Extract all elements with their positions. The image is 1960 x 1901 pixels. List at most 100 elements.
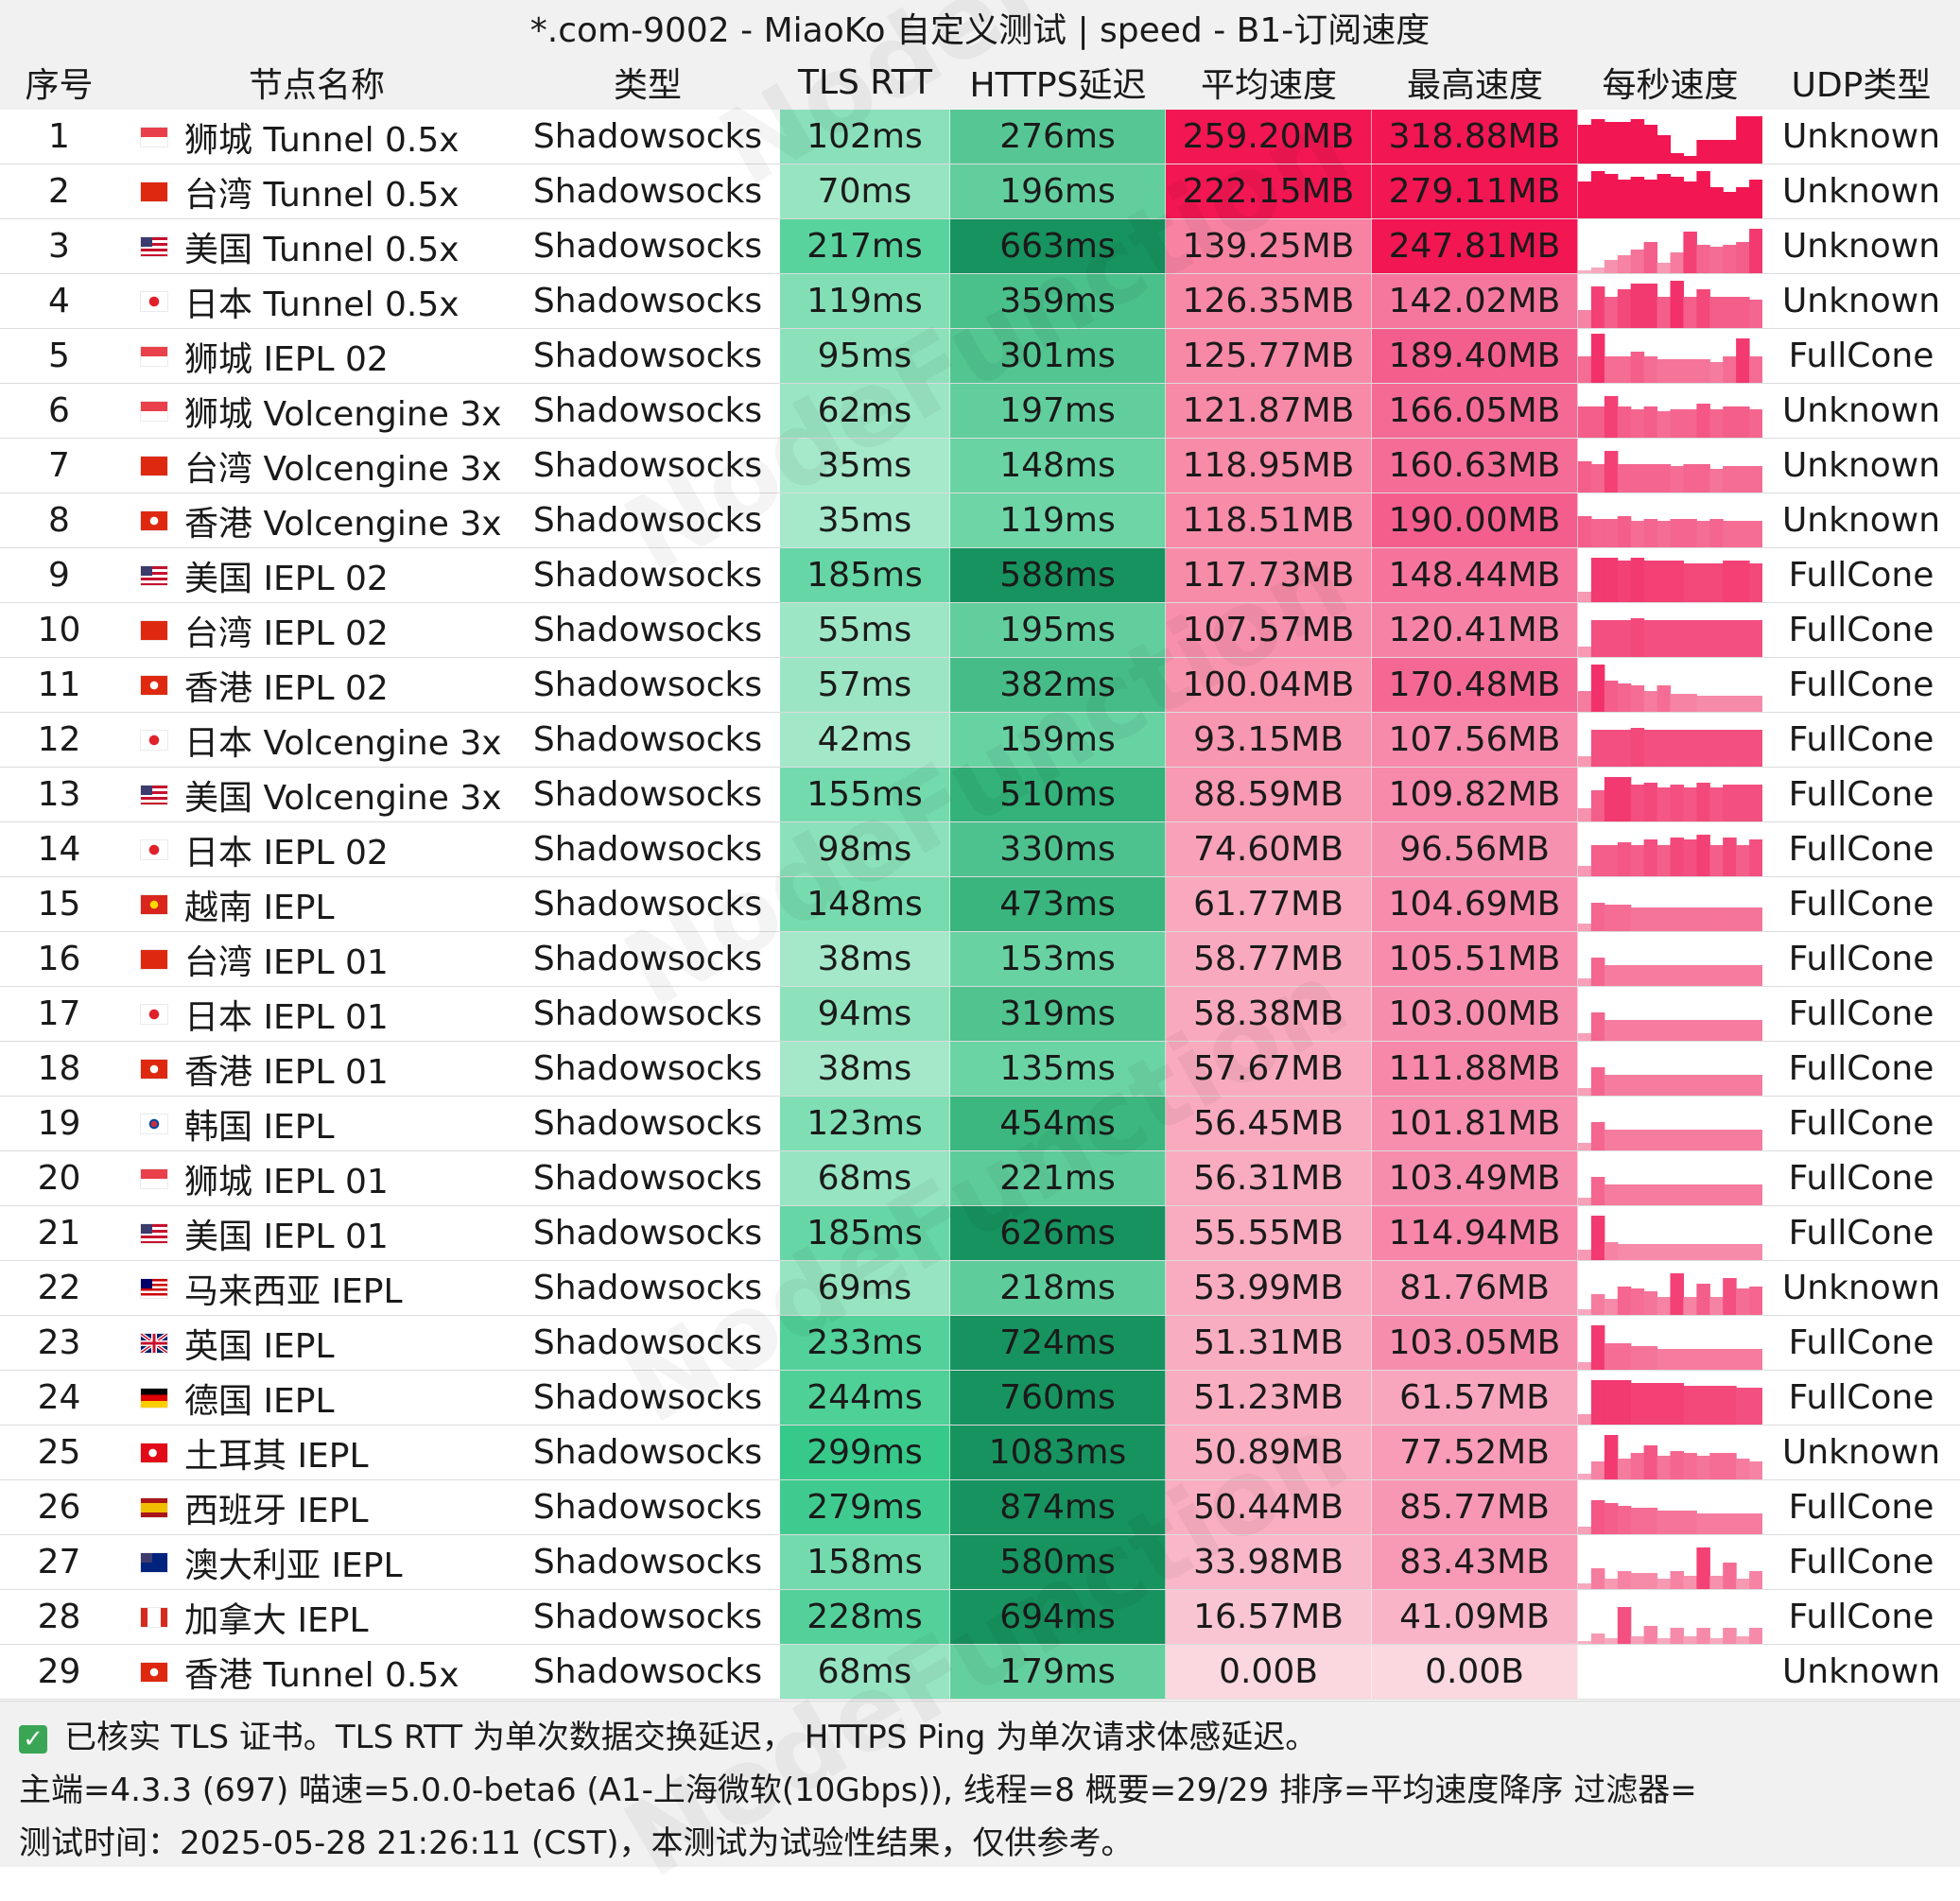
table-row: 13 美国 Volcengine 3x Shadowsocks 155ms 510ms 8… xyxy=(0,768,1960,822)
tls-rtt-value: 185ms xyxy=(780,1206,950,1260)
node-type: Shadowsocks xyxy=(532,665,763,704)
sparkline-bar xyxy=(1749,229,1762,273)
sparkline-bar xyxy=(1578,756,1592,767)
sparkline-bar xyxy=(1578,1198,1592,1205)
node-name: 台湾 IEPL 01 xyxy=(184,942,389,982)
per-second-speed-sparkline xyxy=(1578,1325,1762,1370)
udp-type-value: FullCone xyxy=(1788,665,1934,704)
max-speed-value: 77.52MB xyxy=(1372,1426,1578,1479)
node-type: Shadowsocks xyxy=(532,1598,763,1636)
udp-type-value: Unknown xyxy=(1781,1269,1941,1307)
my-flag-icon xyxy=(141,1278,167,1298)
sparkline-bar xyxy=(1723,1628,1737,1644)
tls-rtt-value: 35ms xyxy=(780,493,950,547)
avg-speed-value: 61.77MB xyxy=(1166,877,1372,931)
sparkline-bar xyxy=(1723,838,1737,876)
avg-speed-value: 58.77MB xyxy=(1166,932,1372,986)
udp-type-value: FullCone xyxy=(1788,1159,1934,1198)
udp-type-value: Unknown xyxy=(1781,172,1941,211)
sparkline-bar xyxy=(1578,866,1592,876)
table-row: 16 台湾 IEPL 01 Shadowsocks 38ms 153ms 58.77MB 1… xyxy=(0,932,1960,987)
https-latency-value: 473ms xyxy=(950,877,1166,931)
sparkline-bar xyxy=(1696,1130,1710,1150)
sparkline-bar xyxy=(1709,362,1724,383)
sparkline-bar xyxy=(1590,1633,1605,1644)
udp-type-value: FullCone xyxy=(1788,1214,1934,1253)
row-index: 28 xyxy=(37,1598,81,1636)
sparkline-bar xyxy=(1630,558,1645,602)
sparkline-bar xyxy=(1656,1244,1672,1260)
sparkline-bar xyxy=(1683,620,1697,657)
sparkline-bar xyxy=(1683,730,1697,767)
kr-flag-icon xyxy=(141,1114,167,1133)
row-index: 19 xyxy=(37,1104,81,1143)
tls-rtt-value: 35ms xyxy=(780,439,950,493)
sparkline-bar xyxy=(1630,352,1645,383)
sparkline-bar xyxy=(1643,691,1658,712)
per-second-speed-sparkline xyxy=(1578,171,1762,218)
sparkline-bar xyxy=(1578,1033,1592,1041)
sparkline-bar xyxy=(1604,777,1619,821)
table-row: 8 香港 Volcengine 3x Shadowsocks 35ms 119ms 118… xyxy=(0,493,1960,548)
node-name-cell: 英国 IEPL xyxy=(118,1316,515,1370)
tr-flag-icon xyxy=(141,1443,167,1462)
sparkline-bar xyxy=(1670,1451,1684,1479)
sparkline-bar xyxy=(1683,1075,1697,1096)
avg-speed-value: 117.73MB xyxy=(1166,548,1372,602)
max-speed-value: 85.77MB xyxy=(1372,1480,1578,1534)
sparkline-bar xyxy=(1656,730,1672,767)
sparkline-bar xyxy=(1617,1020,1632,1041)
sparkline-bar xyxy=(1643,1383,1658,1425)
sparkline-bar xyxy=(1709,519,1724,547)
node-type: Shadowsocks xyxy=(532,885,763,924)
https-latency-value: 218ms xyxy=(950,1261,1166,1315)
sparkline-bar xyxy=(1604,1503,1619,1534)
sparkline-bar xyxy=(1630,785,1645,821)
tls-rtt-value: 55ms xyxy=(780,603,950,657)
sparkline-bar xyxy=(1643,1346,1658,1370)
per-second-speed-sparkline xyxy=(1578,1645,1762,1699)
sparkline-bar xyxy=(1683,907,1697,931)
table-row: 25 土耳其 IEPL Shadowsocks 299ms 1083ms 50.89MB 7… xyxy=(0,1426,1960,1480)
table-row: 26 西班牙 IEPL Shadowsocks 279ms 874ms 50.44MB 85… xyxy=(0,1480,1960,1535)
udp-type-value: FullCone xyxy=(1788,337,1934,375)
https-latency-value: 580ms xyxy=(950,1535,1166,1589)
sparkline-bar xyxy=(1709,1349,1724,1370)
sparkline-bar xyxy=(1749,1130,1762,1150)
sparkline-bar xyxy=(1578,1583,1592,1589)
sparkline-bar xyxy=(1723,1386,1737,1425)
row-index: 21 xyxy=(37,1214,81,1253)
sparkline-bar xyxy=(1683,1297,1697,1315)
sparkline-bar xyxy=(1709,297,1724,328)
https-latency-value: 195ms xyxy=(950,603,1166,657)
sparkline-bar xyxy=(1617,1184,1632,1205)
row-index: 20 xyxy=(37,1159,81,1198)
sparkline-bar xyxy=(1683,965,1697,986)
udp-type-value: FullCone xyxy=(1788,775,1934,814)
sparkline-bar xyxy=(1670,785,1684,821)
row-index: 18 xyxy=(37,1049,81,1088)
sparkline-bar xyxy=(1643,180,1658,218)
avg-speed-value: 57.67MB xyxy=(1166,1042,1372,1096)
col-header-name: 节点名称 xyxy=(248,66,385,105)
row-index: 29 xyxy=(37,1652,81,1691)
node-name-cell: 日本 IEPL 01 xyxy=(118,987,515,1041)
sparkline-bar xyxy=(1604,905,1619,931)
avg-speed-value: 16.57MB xyxy=(1166,1590,1372,1644)
sparkline-bar xyxy=(1617,464,1632,493)
node-name: 狮城 Volcengine 3x xyxy=(184,394,502,434)
sparkline-bar xyxy=(1683,1244,1697,1260)
node-type: Shadowsocks xyxy=(532,556,763,595)
sparkline-bar xyxy=(1736,297,1750,328)
udp-type-value: FullCone xyxy=(1788,556,1934,595)
sparkline-bar xyxy=(1590,1177,1605,1205)
tls-rtt-value: 70ms xyxy=(780,164,950,218)
sparkline-bar xyxy=(1670,1075,1684,1096)
udp-type-value: Unknown xyxy=(1781,1433,1941,1472)
sparkline-bar xyxy=(1683,464,1697,493)
sparkline-bar xyxy=(1723,785,1737,821)
node-name-cell: 日本 Tunnel 0.5x xyxy=(118,274,515,328)
sparkline-bar xyxy=(1630,1020,1645,1041)
hk-flag-icon xyxy=(141,1059,167,1079)
sparkline-bar xyxy=(1617,905,1632,931)
